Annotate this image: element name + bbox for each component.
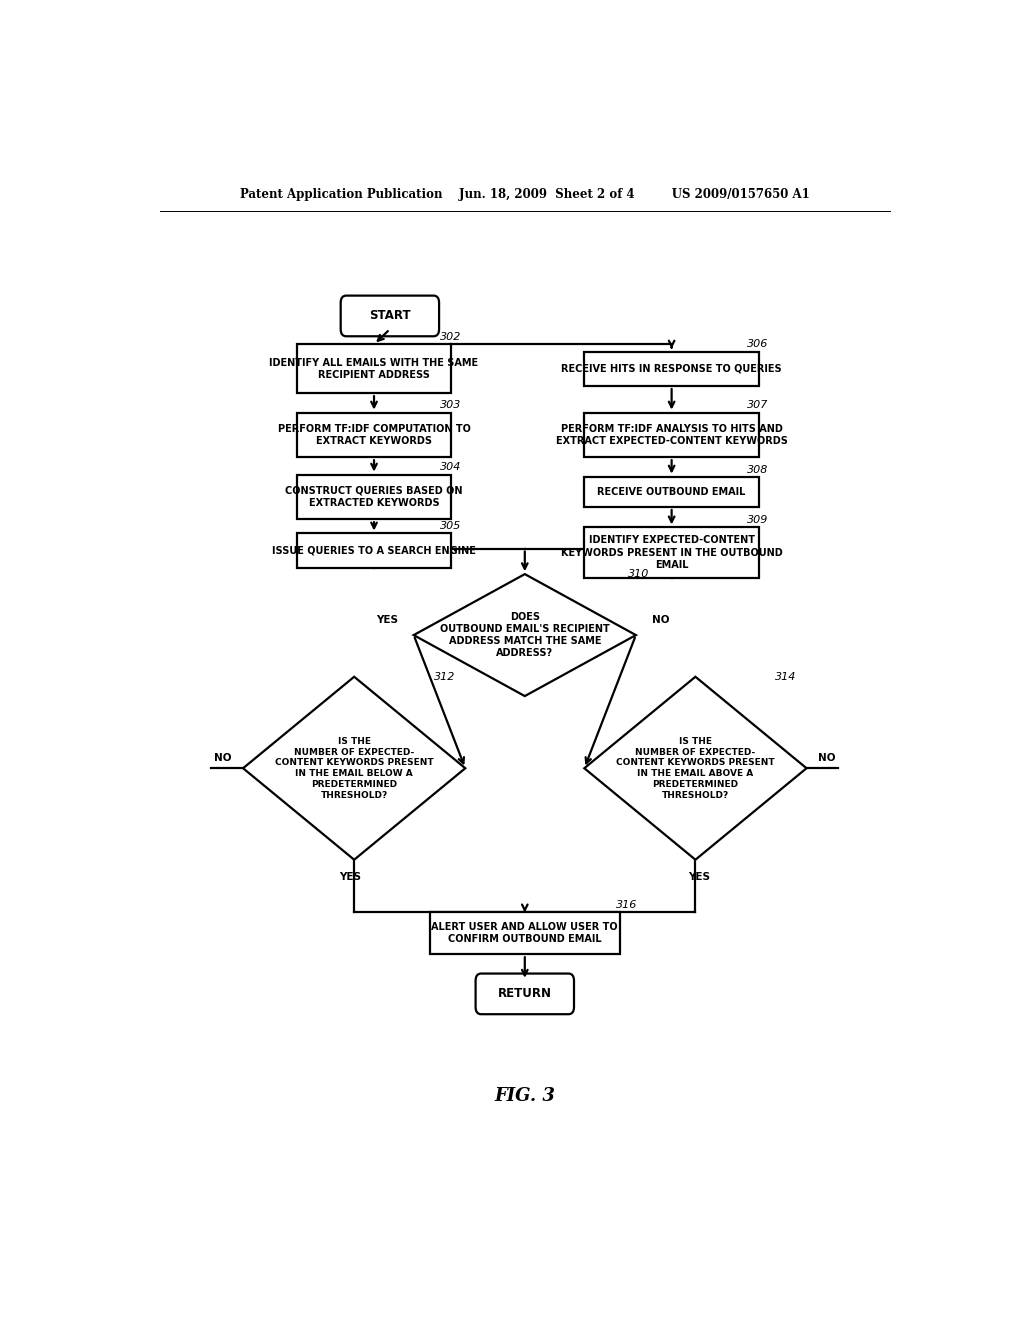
Text: 310: 310	[628, 569, 649, 579]
Bar	[430, 912, 621, 954]
Text: ISSUE QUERIES TO A SEARCH ENGINE: ISSUE QUERIES TO A SEARCH ENGINE	[272, 545, 476, 556]
Text: 302: 302	[439, 333, 461, 342]
Bar	[585, 477, 759, 507]
Text: IDENTIFY ALL EMAILS WITH THE SAME
RECIPIENT ADDRESS: IDENTIFY ALL EMAILS WITH THE SAME RECIPI…	[269, 358, 478, 380]
Polygon shape	[414, 574, 636, 696]
Text: IS THE
NUMBER OF EXPECTED-
CONTENT KEYWORDS PRESENT
IN THE EMAIL ABOVE A
PREDETE: IS THE NUMBER OF EXPECTED- CONTENT KEYWO…	[616, 737, 775, 800]
Text: CONSTRUCT QUERIES BASED ON
EXTRACTED KEYWORDS: CONSTRUCT QUERIES BASED ON EXTRACTED KEY…	[286, 486, 463, 508]
Bar	[297, 412, 452, 457]
FancyBboxPatch shape	[341, 296, 439, 337]
FancyBboxPatch shape	[475, 974, 574, 1014]
Bar	[297, 533, 452, 568]
Text: 316: 316	[616, 899, 637, 909]
Text: DOES
OUTBOUND EMAIL'S RECIPIENT
ADDRESS MATCH THE SAME
ADDRESS?: DOES OUTBOUND EMAIL'S RECIPIENT ADDRESS …	[440, 612, 609, 659]
Text: Patent Application Publication    Jun. 18, 2009  Sheet 2 of 4         US 2009/01: Patent Application Publication Jun. 18, …	[240, 189, 810, 202]
Text: FIG. 3: FIG. 3	[495, 1086, 555, 1105]
Bar	[585, 528, 759, 578]
Text: 308: 308	[748, 465, 768, 474]
Text: YES: YES	[339, 873, 361, 882]
Text: RECEIVE OUTBOUND EMAIL: RECEIVE OUTBOUND EMAIL	[597, 487, 745, 496]
Text: IDENTIFY EXPECTED-CONTENT
KEYWORDS PRESENT IN THE OUTBOUND
EMAIL: IDENTIFY EXPECTED-CONTENT KEYWORDS PRESE…	[561, 536, 782, 570]
Text: NO: NO	[652, 615, 670, 624]
Bar	[585, 351, 759, 385]
Text: 309: 309	[748, 515, 768, 525]
Text: RECEIVE HITS IN RESPONSE TO QUERIES: RECEIVE HITS IN RESPONSE TO QUERIES	[561, 364, 782, 374]
Text: 306: 306	[748, 339, 768, 350]
Text: PERFORM TF:IDF ANALYSIS TO HITS AND
EXTRACT EXPECTED-CONTENT KEYWORDS: PERFORM TF:IDF ANALYSIS TO HITS AND EXTR…	[556, 424, 787, 446]
Text: 312: 312	[433, 672, 455, 682]
Bar	[297, 474, 452, 519]
Text: PERFORM TF:IDF COMPUTATION TO
EXTRACT KEYWORDS: PERFORM TF:IDF COMPUTATION TO EXTRACT KE…	[278, 424, 470, 446]
Text: IS THE
NUMBER OF EXPECTED-
CONTENT KEYWORDS PRESENT
IN THE EMAIL BELOW A
PREDETE: IS THE NUMBER OF EXPECTED- CONTENT KEYWO…	[274, 737, 433, 800]
Text: YES: YES	[376, 615, 397, 624]
Bar	[585, 412, 759, 457]
Text: 305: 305	[439, 521, 461, 532]
Text: 307: 307	[748, 400, 768, 411]
Text: ALERT USER AND ALLOW USER TO
CONFIRM OUTBOUND EMAIL: ALERT USER AND ALLOW USER TO CONFIRM OUT…	[431, 921, 618, 944]
Text: RETURN: RETURN	[498, 987, 552, 1001]
Text: START: START	[369, 309, 411, 322]
Text: 314: 314	[775, 672, 796, 682]
Polygon shape	[243, 677, 465, 859]
Text: NO: NO	[214, 754, 231, 763]
Text: 304: 304	[439, 462, 461, 473]
Text: YES: YES	[688, 873, 711, 882]
Bar	[297, 345, 452, 393]
Polygon shape	[585, 677, 807, 859]
Text: 303: 303	[439, 400, 461, 411]
Text: NO: NO	[818, 754, 836, 763]
